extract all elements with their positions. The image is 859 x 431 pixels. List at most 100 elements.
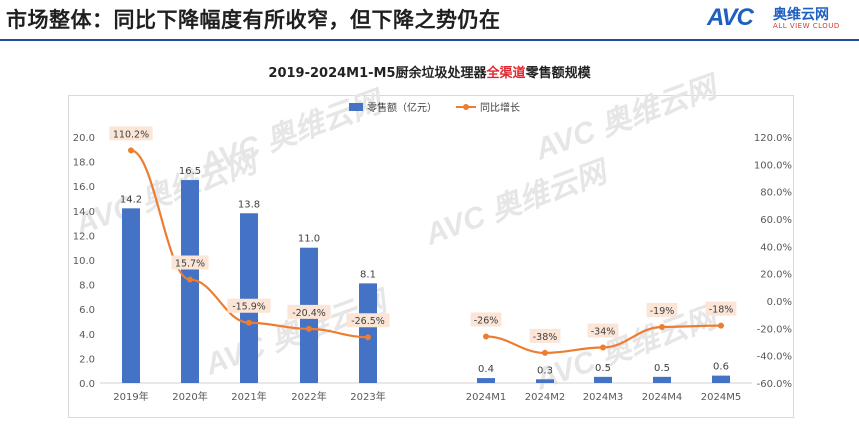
x-tick-label: 2024M1 [466, 392, 506, 403]
y-left-tick-label: 4.0 [79, 330, 95, 341]
bar-value-label: 14.2 [120, 194, 142, 205]
watermark-text: AVC 奥维云网 [70, 144, 264, 242]
y-right-tick-label: 40.0% [760, 242, 792, 253]
y-left-tick-label: 10.0 [73, 256, 95, 267]
growth-label-bg [227, 298, 271, 313]
growth-point [483, 333, 489, 340]
growth-value-label: -26.5% [351, 316, 385, 327]
growth-label-bg [705, 301, 737, 316]
growth-value-label: -34% [591, 326, 616, 337]
growth-label-bg [470, 312, 502, 327]
growth-point [365, 334, 371, 341]
y-left-tick-label: 8.0 [79, 281, 95, 292]
chart-title-part-1: 2019-2024M1-M5厨余垃圾处理器 [268, 66, 487, 81]
bar-value-label: 16.5 [179, 166, 201, 177]
y-left-tick-label: 20.0 [73, 133, 95, 144]
x-tick-label: 2023年 [350, 390, 385, 403]
growth-value-label: -19% [650, 306, 675, 317]
bar-value-label: 11.0 [298, 234, 320, 245]
y-left-tick-label: 14.0 [73, 207, 95, 218]
y-right-tick-label: 120.0% [754, 133, 792, 144]
bar-value-label: 0.5 [654, 363, 670, 374]
bar-2024M3 [594, 376, 612, 383]
growth-point [306, 325, 312, 332]
bar-2024M1 [477, 378, 495, 383]
y-right-tick-label: -60.0% [757, 379, 792, 390]
bar-value-label: 8.1 [360, 269, 376, 280]
chart-title-part-3: 零售额规模 [525, 66, 591, 81]
growth-point [659, 323, 665, 330]
y-right-tick-label: 100.0% [754, 160, 792, 171]
y-left-tick-label: 16.0 [73, 182, 95, 193]
bar-value-label: 0.4 [478, 364, 494, 375]
y-left-tick-label: 6.0 [79, 305, 95, 316]
growth-label-bg [346, 313, 390, 328]
y-right-tick-label: 0.0% [767, 297, 792, 308]
chart-title-highlight: 全渠道 [486, 66, 526, 81]
bar-2023年 [359, 283, 377, 383]
page-title: 市场整体：同比下降幅度有所收窄，但下降之势仍在 [6, 8, 501, 32]
legend-swatch-retail [349, 103, 363, 111]
x-tick-label: 2024M4 [642, 392, 682, 403]
x-tick-label: 2022年 [291, 390, 326, 403]
growth-point [128, 147, 134, 154]
avc-logo: AVC 奥维云网 ALL VIEW CLOUD [707, 4, 847, 34]
growth-point [718, 322, 724, 329]
growth-label-bg [109, 126, 153, 141]
x-tick-label: 2024M2 [525, 392, 565, 403]
growth-point [600, 344, 606, 351]
x-tick-label: 2024M3 [583, 392, 623, 403]
y-right-tick-label: 60.0% [760, 215, 792, 226]
growth-point [187, 276, 193, 283]
bar-value-label: 0.6 [713, 362, 729, 373]
growth-line-annual [130, 149, 369, 339]
growth-label-bg [646, 302, 678, 317]
x-tick-label: 2024M5 [701, 392, 741, 403]
chart-frame [68, 95, 794, 418]
y-left-tick-label: 2.0 [79, 354, 95, 365]
growth-point [246, 319, 252, 326]
chart-title: 2019-2024M1-M5厨余垃圾处理器全渠道零售额规模 [0, 62, 859, 81]
legend-label-retail: 零售额（亿元） [367, 101, 437, 114]
y-left-tick-label: 18.0 [73, 158, 95, 169]
bar-value-label: 0.5 [595, 363, 611, 374]
logo-cn-text: 奥维云网 [773, 7, 829, 23]
watermark-text: AVC 奥维云网 [420, 154, 614, 252]
y-right-tick-label: 20.0% [760, 270, 792, 281]
bar-value-label: 13.8 [238, 199, 260, 210]
growth-value-label: -15.9% [232, 302, 266, 313]
bar-value-label: 0.3 [537, 365, 553, 376]
growth-value-label: -18% [709, 305, 734, 316]
logo-mark: AVC [707, 4, 754, 31]
y-left-tick-label: 0.0 [79, 379, 95, 390]
bar-2024M4 [653, 376, 671, 383]
watermark-text: AVC 奥维云网 [530, 299, 724, 397]
x-tick-label: 2021年 [231, 390, 266, 403]
growth-point [542, 349, 548, 356]
x-tick-label: 2020年 [172, 390, 207, 403]
y-right-tick-label: -40.0% [757, 352, 792, 363]
growth-value-label: -20.4% [292, 308, 326, 319]
growth-value-label: -38% [533, 332, 558, 343]
growth-label-bg [171, 255, 209, 270]
y-right-tick-label: 80.0% [760, 188, 792, 199]
legend-label-growth: 同比增长 [480, 101, 520, 114]
growth-label-bg [287, 304, 331, 319]
y-left-tick-label: 12.0 [73, 231, 95, 242]
growth-value-label: 110.2% [113, 129, 149, 140]
bar-2019年 [122, 208, 140, 383]
growth-label-bg [529, 328, 561, 343]
watermark-text: AVC 奥维云网 [530, 69, 724, 167]
x-tick-label: 2019年 [113, 390, 148, 403]
y-right-tick-label: -20.0% [757, 324, 792, 335]
growth-value-label: -26% [474, 316, 499, 327]
logo-en-text: ALL VIEW CLOUD [773, 22, 840, 30]
header-divider [0, 39, 859, 41]
bar-2024M2 [536, 379, 554, 383]
bar-2024M5 [712, 375, 730, 383]
growth-value-label: 15.7% [175, 259, 205, 270]
growth-label-bg [587, 323, 619, 338]
legend-swatch-growth-dot [463, 104, 469, 110]
bar-2021年 [240, 213, 258, 383]
